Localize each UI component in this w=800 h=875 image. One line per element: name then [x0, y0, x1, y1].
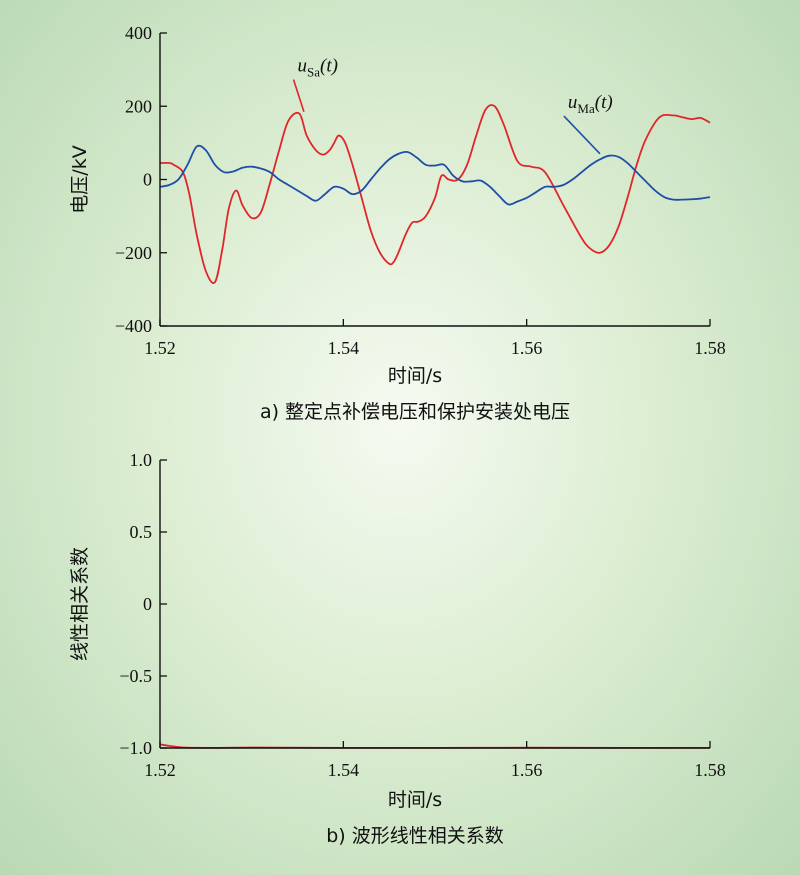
y-tick-label: 0	[143, 170, 152, 190]
y-tick-label: −400	[115, 316, 152, 336]
x-tick-label: 1.56	[511, 760, 543, 780]
y-tick-label: −0.5	[119, 666, 152, 686]
chart-a-annotations: uSa(t) uMa(t)	[292, 55, 613, 155]
y-tick-label: 0.5	[130, 522, 153, 542]
series-annotation-label: uSa(t)	[298, 55, 338, 79]
chart-a-caption: a) 整定点补偿电压和保护安装处电压	[260, 401, 570, 423]
x-tick-label: 1.52	[144, 338, 176, 358]
y-tick-label: 1.0	[130, 450, 153, 470]
chart-b-caption: b) 波形线性相关系数	[326, 825, 504, 847]
y-tick-label: 200	[125, 96, 152, 116]
charta-series-line-0	[159, 104, 711, 284]
y-tick-label: −1.0	[119, 738, 152, 758]
x-tick-label: 1.58	[694, 760, 726, 780]
annotation-leader-line	[563, 115, 601, 155]
y-tick-label: 400	[125, 23, 152, 43]
y-tick-label: 0	[143, 594, 152, 614]
chart-b-axes: 1.0 0.5 0 −0.5 −1.01.52 1.54 1.56 1.58	[119, 450, 725, 780]
chart-b-x-axis-label: 时间/s	[388, 789, 442, 811]
chart-b-y-axis-label: 线性相关系数	[69, 547, 91, 661]
x-tick-label: 1.54	[328, 760, 360, 780]
x-tick-label: 1.52	[144, 760, 176, 780]
chart-b-correlation: 1.0 0.5 0 −0.5 −1.01.52 1.54 1.56 1.58 时间/s 线性相…	[69, 450, 726, 847]
chart-a-x-axis-label: 时间/s	[388, 365, 442, 387]
x-tick-label: 1.58	[694, 338, 726, 358]
y-tick-label: −200	[115, 243, 152, 263]
chart-a-y-axis-label: 电压/kV	[69, 145, 91, 213]
chart-a-series-layer	[159, 104, 711, 284]
charta-series-line-1	[159, 144, 711, 206]
x-tick-label: 1.54	[328, 338, 360, 358]
annotation-leader-line	[292, 79, 305, 112]
series-annotation-label: uMa(t)	[568, 92, 613, 116]
x-tick-label: 1.56	[511, 338, 543, 358]
